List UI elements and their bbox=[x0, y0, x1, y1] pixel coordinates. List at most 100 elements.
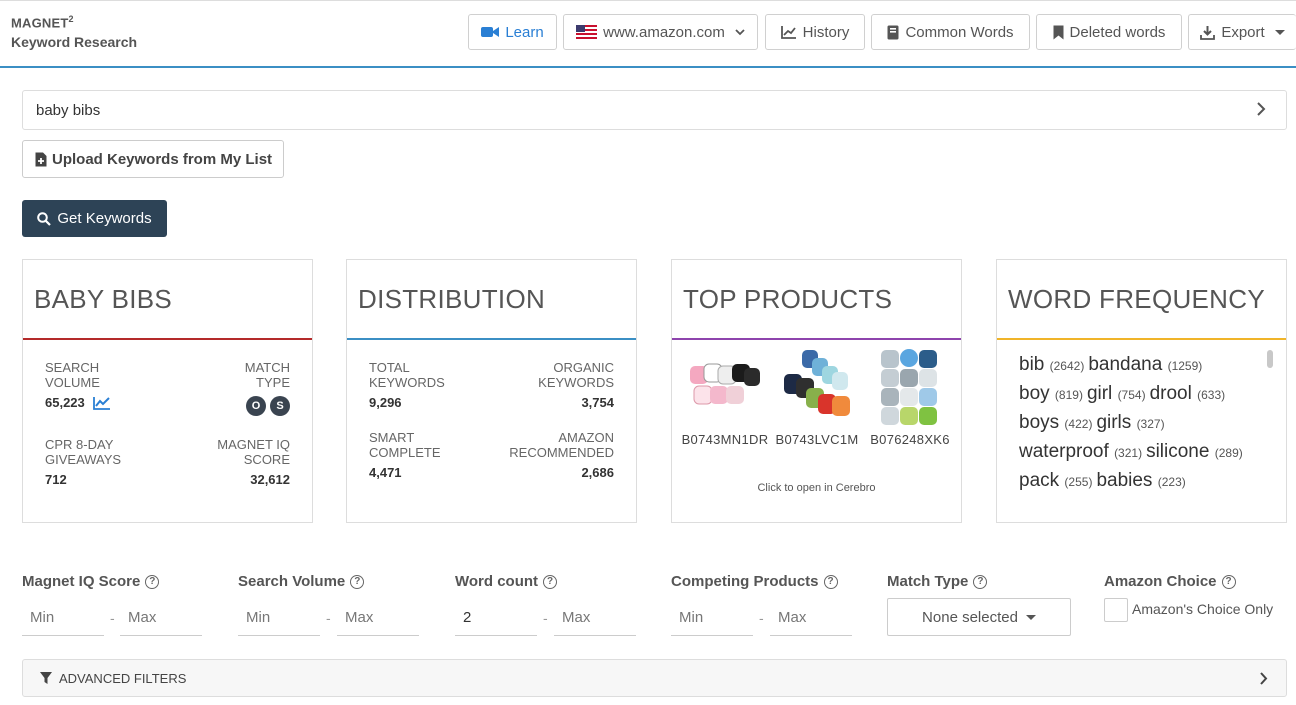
match-type-select[interactable]: None selected bbox=[887, 598, 1071, 636]
word-frequency-row: waterproof (321) silicone (289) bbox=[1019, 437, 1264, 466]
word-term[interactable]: silicone bbox=[1146, 441, 1210, 462]
help-icon[interactable]: ? bbox=[145, 574, 160, 589]
search-icon bbox=[37, 211, 52, 226]
word-term[interactable]: bib bbox=[1019, 354, 1045, 375]
word-term[interactable]: waterproof bbox=[1019, 441, 1109, 462]
chevron-down-icon bbox=[735, 28, 745, 35]
marketplace-dropdown[interactable]: www.amazon.com bbox=[563, 14, 758, 50]
range-separator: - bbox=[759, 610, 764, 626]
export-label: Export bbox=[1221, 23, 1265, 41]
export-dropdown[interactable]: Export bbox=[1188, 14, 1296, 50]
range-separator: - bbox=[110, 610, 115, 626]
amazon-choice-label[interactable]: Amazon's Choice Only bbox=[1132, 601, 1274, 617]
stat-label: AMAZON RECOMMENDED bbox=[509, 430, 614, 460]
volume-min-input[interactable]: Min bbox=[238, 599, 320, 636]
card-divider bbox=[672, 338, 961, 340]
get-keywords-button[interactable]: Get Keywords bbox=[22, 200, 167, 237]
iq-min-input[interactable]: Min bbox=[22, 599, 104, 636]
help-icon[interactable]: ? bbox=[1221, 574, 1236, 589]
filter-label-competing: Competing Products? bbox=[671, 573, 838, 590]
product-image[interactable] bbox=[871, 348, 949, 426]
word-frequency-row: bib (2642) bandana (1259) bbox=[1019, 350, 1264, 379]
match-badge-sponsored: S bbox=[270, 396, 290, 416]
product-image[interactable] bbox=[778, 348, 856, 426]
product-asin[interactable]: B076248XK6 bbox=[870, 432, 950, 447]
word-term[interactable]: drool bbox=[1149, 383, 1192, 404]
word-frequency-card: WORD FREQUENCY bib (2642) bandana (1259) b… bbox=[996, 259, 1287, 523]
trend-chart-icon[interactable] bbox=[92, 396, 111, 410]
keyword-search-input[interactable]: baby bibs bbox=[22, 90, 1287, 130]
deleted-words-button[interactable]: Deleted words bbox=[1036, 14, 1182, 50]
label-text: Magnet IQ Score bbox=[22, 573, 141, 590]
help-icon[interactable]: ? bbox=[823, 574, 838, 589]
product-image[interactable] bbox=[686, 348, 764, 426]
filter-label-amazon-choice: Amazon Choice? bbox=[1104, 573, 1236, 590]
file-plus-icon bbox=[35, 152, 47, 166]
history-button[interactable]: History bbox=[765, 14, 865, 50]
competing-max-input[interactable]: Max bbox=[770, 599, 852, 636]
stat-value: 4,471 bbox=[369, 465, 402, 480]
word-term[interactable]: babies bbox=[1096, 470, 1153, 491]
stat-label: SMART COMPLETE bbox=[369, 430, 441, 460]
scrollbar-thumb[interactable] bbox=[1267, 350, 1273, 368]
product-item[interactable]: B076248XK6 bbox=[865, 348, 955, 447]
word-count-max-input[interactable]: Max bbox=[554, 599, 636, 636]
product-asin[interactable]: B0743LVC1M bbox=[775, 432, 859, 447]
filter-label-iq: Magnet IQ Score? bbox=[22, 573, 160, 590]
word-count: (1259) bbox=[1167, 359, 1203, 373]
word-frequency-list[interactable]: bib (2642) bandana (1259) boy (819) girl (7… bbox=[1019, 350, 1264, 510]
learn-button[interactable]: Learn bbox=[468, 14, 557, 50]
common-words-button[interactable]: Common Words bbox=[871, 14, 1030, 50]
word-term[interactable]: girls bbox=[1096, 412, 1132, 433]
word-count-min-input[interactable]: 2 bbox=[455, 599, 537, 636]
volume-max-input[interactable]: Max bbox=[337, 599, 419, 636]
video-camera-icon bbox=[481, 27, 500, 37]
chevron-right-icon[interactable] bbox=[1256, 101, 1266, 117]
word-count: (255) bbox=[1064, 475, 1093, 489]
stat-label: SEARCH VOLUME bbox=[45, 360, 100, 390]
amazon-choice-checkbox[interactable] bbox=[1104, 598, 1128, 622]
word-term[interactable]: boy bbox=[1019, 383, 1050, 404]
advanced-filters-toggle[interactable]: ADVANCED FILTERS bbox=[22, 659, 1287, 697]
upload-label: Upload Keywords from My List bbox=[52, 150, 273, 168]
upload-keywords-button[interactable]: Upload Keywords from My List bbox=[22, 140, 284, 178]
learn-label: Learn bbox=[505, 23, 544, 41]
product-item[interactable]: B0743MN1DR bbox=[680, 348, 770, 447]
help-icon[interactable]: ? bbox=[973, 574, 988, 589]
stat-value: 65,223 bbox=[45, 395, 85, 410]
label-text: Competing Products bbox=[671, 573, 819, 590]
card-title: WORD FREQUENCY bbox=[1008, 283, 1265, 314]
product-item[interactable]: B0743LVC1M bbox=[772, 348, 862, 447]
word-count: (633) bbox=[1197, 388, 1226, 402]
competing-min-input[interactable]: Min bbox=[671, 599, 753, 636]
word-count: (289) bbox=[1214, 446, 1243, 460]
iq-max-input[interactable]: Max bbox=[120, 599, 202, 636]
word-count: (223) bbox=[1157, 475, 1186, 489]
stat-value: 9,296 bbox=[369, 395, 402, 410]
word-count: (327) bbox=[1136, 417, 1165, 431]
history-label: History bbox=[802, 23, 850, 41]
app-header: MAGNET2 Keyword Research Learn www.amazo… bbox=[0, 0, 1296, 68]
label-text: Amazon Choice bbox=[1104, 573, 1217, 590]
cpr-giveaways-stat: CPR 8-DAY GIVEAWAYS 712 bbox=[45, 437, 155, 487]
range-separator: - bbox=[326, 610, 331, 626]
help-icon[interactable]: ? bbox=[543, 574, 558, 589]
filter-icon bbox=[40, 671, 52, 684]
search-volume-stat: SEARCH VOLUME 65,223 bbox=[45, 360, 135, 410]
smart-complete-stat: SMART COMPLETE 4,471 bbox=[369, 430, 469, 480]
word-term[interactable]: girl bbox=[1086, 383, 1113, 404]
help-icon[interactable]: ? bbox=[350, 574, 365, 589]
word-count: (321) bbox=[1114, 446, 1143, 460]
card-divider bbox=[347, 338, 636, 340]
match-badge-organic: O bbox=[246, 396, 266, 416]
word-term[interactable]: boys bbox=[1019, 412, 1060, 433]
range-separator: - bbox=[543, 610, 548, 626]
stat-label: MATCH TYPE bbox=[244, 360, 290, 390]
stat-label: TOTAL KEYWORDS bbox=[369, 360, 445, 390]
product-asin[interactable]: B0743MN1DR bbox=[681, 432, 769, 447]
brand-name: MAGNET2 bbox=[11, 14, 74, 31]
top-products-card: TOP PRODUCTS B0743MN1DR bbox=[671, 259, 962, 523]
word-term[interactable]: pack bbox=[1019, 470, 1060, 491]
word-frequency-row: boy (819) girl (754) drool (633) bbox=[1019, 379, 1264, 408]
word-term[interactable]: bandana bbox=[1088, 354, 1163, 375]
